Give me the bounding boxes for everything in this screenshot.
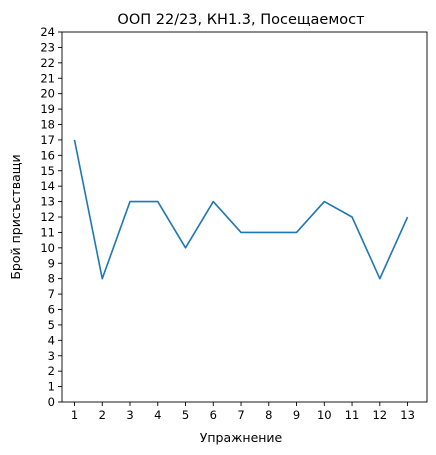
y-axis-label: Брой присъстващи: [8, 154, 23, 279]
x-tick-label: 1: [71, 408, 78, 422]
x-tick-label: 9: [293, 408, 300, 422]
data-point: [157, 201, 159, 203]
y-tick-label: 16: [40, 148, 55, 162]
y-tick-label: 24: [40, 25, 55, 39]
x-tick-label: 4: [154, 408, 161, 422]
x-tick-label: 5: [182, 408, 189, 422]
y-tick-label: 11: [40, 225, 55, 239]
y-tick-label: 2: [48, 364, 55, 378]
y-tick-label: 1: [48, 380, 55, 394]
y-tick-label: 6: [48, 303, 55, 317]
y-tick-label: 20: [40, 87, 55, 101]
y-tick-label: 19: [40, 102, 55, 116]
x-tick-label: 12: [372, 408, 387, 422]
data-point: [74, 139, 76, 141]
data-point: [129, 201, 131, 203]
plot-area: 1 2 3 4 5 6 7 8 9 10 11 12 1301234567891011121314151…: [40, 25, 428, 422]
x-tick-label: 3: [126, 408, 133, 422]
y-tick-label: 13: [40, 195, 55, 209]
y-tick-label: 9: [48, 256, 55, 270]
y-tick-label: 17: [40, 133, 55, 147]
y-tick-label: 0: [48, 395, 55, 409]
y-tick-label: 8: [48, 272, 55, 286]
axes-frame: [61, 31, 428, 403]
y-tick-label: 15: [40, 164, 55, 178]
x-axis-label: Упражнение: [200, 430, 283, 445]
data-point: [407, 216, 409, 218]
series-line: [73, 139, 409, 280]
y-tick-label: 18: [40, 118, 55, 132]
y-tick-label: 4: [48, 333, 55, 347]
data-point: [268, 232, 270, 234]
y-tick-label: 12: [40, 210, 55, 224]
data-point: [379, 278, 381, 280]
data-point: [185, 247, 187, 249]
x-tick-label: 11: [345, 408, 360, 422]
y-tick-label: 21: [40, 71, 55, 85]
x-tick-label: 6: [210, 408, 217, 422]
y-tick-label: 10: [40, 241, 55, 255]
x-tick-label: 2: [99, 408, 106, 422]
data-point: [324, 201, 326, 203]
y-tick-label: 22: [40, 56, 55, 70]
x-tick-label: 8: [265, 408, 272, 422]
data-point: [296, 232, 298, 234]
data-point: [351, 216, 353, 218]
data-point: [101, 278, 103, 280]
y-tick-label: 7: [48, 287, 55, 301]
data-point: [212, 201, 214, 203]
y-tick-label: 23: [40, 40, 55, 54]
x-tick-label: 13: [400, 408, 415, 422]
x-tick-label: 10: [317, 408, 332, 422]
chart-title: ООП 22/23, КН1.3, Посещаемост: [117, 12, 365, 28]
y-tick-label: 14: [40, 179, 55, 193]
y-tick-label: 5: [48, 318, 55, 332]
y-tick-label: 3: [48, 349, 55, 363]
data-point: [240, 232, 242, 234]
x-tick-label: 7: [237, 408, 244, 422]
